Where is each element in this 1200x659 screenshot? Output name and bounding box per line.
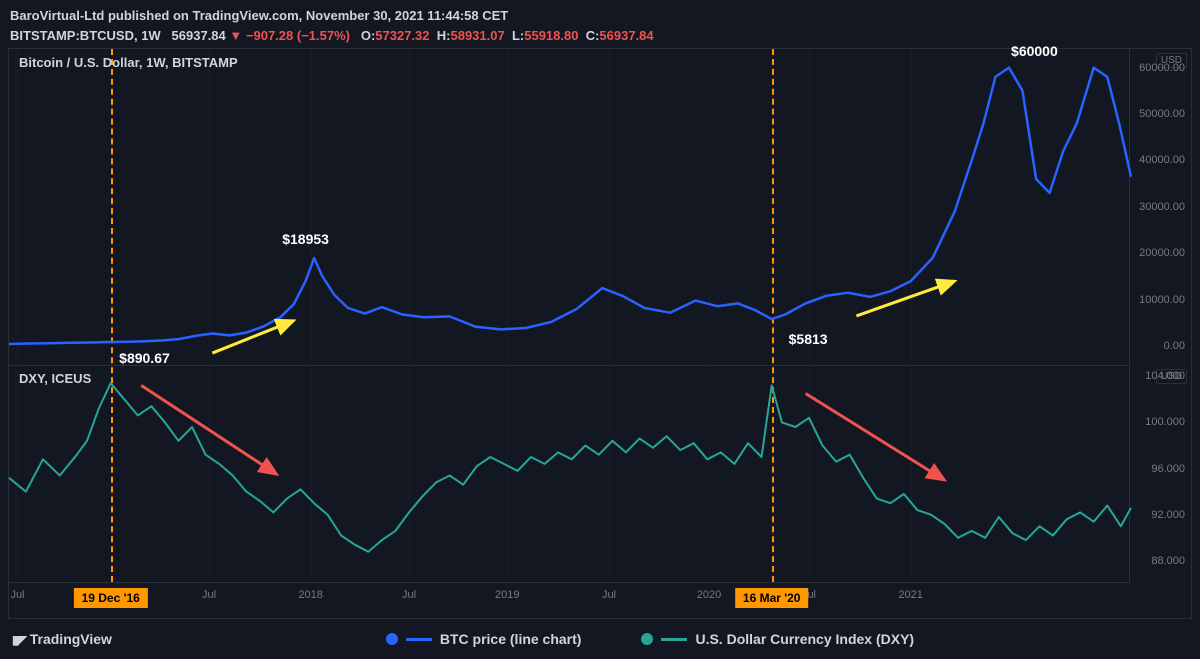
trend-arrow-down: [806, 394, 945, 481]
y-tick-label: 30000.00: [1139, 201, 1185, 213]
x-axis: JulJul2018Jul2019Jul2020Jul2021: [9, 582, 1129, 618]
l-val: 55918.80: [524, 28, 578, 43]
y-axis-dxy: USD88.00092.00096.000100.000104.000: [1129, 365, 1191, 584]
last-price: 56937.84: [172, 28, 226, 43]
tradingview-logo: ▮◤ TradingView: [12, 631, 112, 647]
y-tick-label: 100.000: [1145, 416, 1185, 428]
btc-price-line: [9, 68, 1131, 344]
y-tick-label: 10000.00: [1139, 294, 1185, 306]
event-date-tag: 16 Mar '20: [735, 588, 809, 608]
legend: BTC price (line chart) U.S. Dollar Curre…: [112, 631, 1188, 647]
h-label: H:: [437, 28, 451, 43]
trend-arrow-up: [212, 321, 293, 353]
y-tick-label: 0.00: [1164, 340, 1185, 352]
x-tick-label: 2021: [898, 589, 922, 601]
y-tick-label: 88.000: [1151, 555, 1185, 567]
symbol: BITSTAMP:BTCUSD, 1W: [10, 28, 161, 43]
y-tick-label: 60000.00: [1139, 62, 1185, 74]
publisher-line: BaroVirtual-Ltd published on TradingView…: [10, 6, 1190, 26]
h-val: 58931.07: [450, 28, 504, 43]
price-annotation: $890.67: [119, 350, 170, 366]
chart-area[interactable]: JulJul2018Jul2019Jul2020Jul202119 Dec '1…: [8, 48, 1192, 619]
event-date-tag: 19 Dec '16: [74, 588, 148, 608]
trend-arrow-down: [141, 385, 277, 474]
x-tick-label: Jul: [202, 589, 216, 601]
legend-dot-btc: [386, 633, 398, 645]
y-axis-btc: USD0.0010000.0020000.0030000.0040000.005…: [1129, 49, 1191, 365]
legend-line-dxy: [661, 638, 687, 641]
y-tick-label: 50000.00: [1139, 108, 1185, 120]
legend-dot-dxy: [641, 633, 653, 645]
y-tick-label: 40000.00: [1139, 154, 1185, 166]
legend-item-dxy: U.S. Dollar Currency Index (DXY): [641, 631, 914, 647]
change-abs: −907.28: [246, 28, 293, 43]
chart-header: BaroVirtual-Ltd published on TradingView…: [0, 0, 1200, 47]
change-pct: (−1.57%): [297, 28, 350, 43]
y-tick-label: 92.000: [1151, 509, 1185, 521]
y-tick-label: 104.000: [1145, 370, 1185, 382]
legend-label-dxy: U.S. Dollar Currency Index (DXY): [695, 631, 914, 647]
price-annotation: $18953: [282, 231, 329, 247]
c-label: C:: [586, 28, 600, 43]
y-tick-label: 96.000: [1151, 463, 1185, 475]
c-val: 56937.84: [599, 28, 653, 43]
legend-item-btc: BTC price (line chart): [386, 631, 582, 647]
footer: ▮◤ TradingView BTC price (line chart) U.…: [0, 619, 1200, 659]
x-tick-label: 2018: [298, 589, 322, 601]
price-annotation: $60000: [1011, 43, 1058, 59]
price-annotation: $5813: [789, 331, 828, 347]
x-tick-label: 2019: [495, 589, 519, 601]
x-tick-label: Jul: [10, 589, 24, 601]
chart-svg: [9, 49, 1131, 584]
x-tick-label: 2020: [697, 589, 721, 601]
ohlc-line: BITSTAMP:BTCUSD, 1W 56937.84 ▼ −907.28 (…: [10, 26, 1190, 46]
down-arrow-icon: ▼: [229, 28, 245, 43]
x-tick-label: Jul: [602, 589, 616, 601]
o-val: 57327.32: [375, 28, 429, 43]
y-tick-label: 20000.00: [1139, 247, 1185, 259]
x-tick-label: Jul: [402, 589, 416, 601]
legend-line-btc: [406, 638, 432, 641]
o-label: O:: [361, 28, 375, 43]
trend-arrow-up: [856, 281, 954, 316]
legend-label-btc: BTC price (line chart): [440, 631, 582, 647]
l-label: L:: [512, 28, 524, 43]
